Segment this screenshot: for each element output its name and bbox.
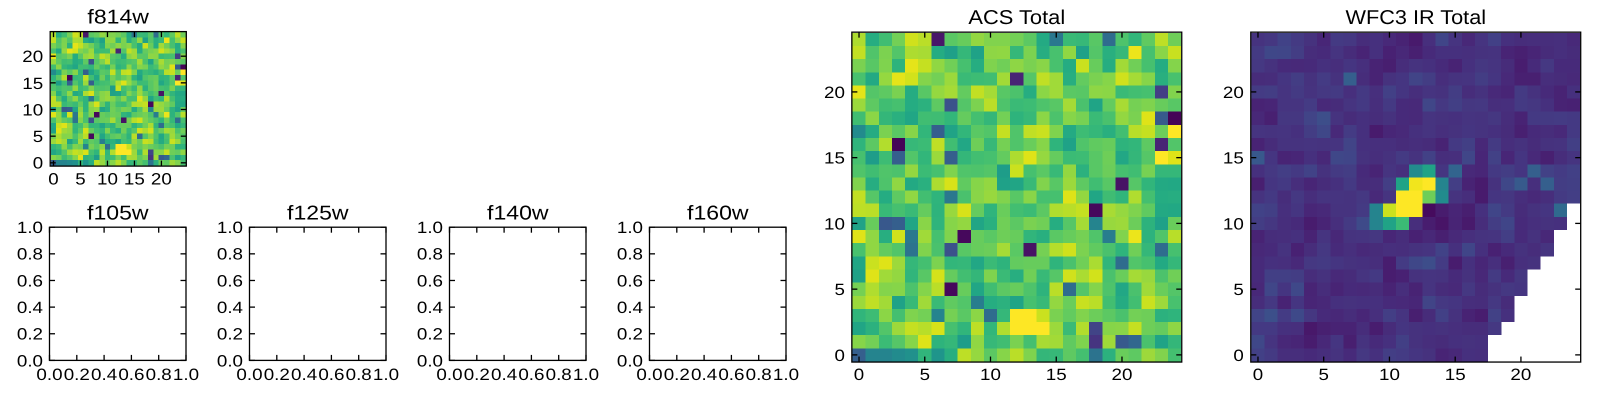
svg-text:20: 20: [824, 84, 845, 102]
svg-text:0.2: 0.2: [17, 326, 43, 344]
svg-text:5: 5: [1233, 281, 1243, 299]
svg-text:10: 10: [980, 366, 1001, 384]
svg-text:0.6: 0.6: [718, 366, 744, 384]
svg-text:1.0: 1.0: [773, 366, 799, 384]
svg-text:1.0: 1.0: [173, 366, 199, 384]
svg-text:0: 0: [1233, 347, 1243, 365]
svg-text:f140w: f140w: [487, 202, 549, 224]
svg-text:1.0: 1.0: [17, 219, 43, 237]
svg-text:0.6: 0.6: [617, 272, 643, 290]
svg-text:0.0: 0.0: [417, 352, 443, 370]
svg-text:0.0: 0.0: [636, 366, 662, 384]
svg-text:15: 15: [1046, 366, 1067, 384]
svg-text:0.0: 0.0: [17, 352, 43, 370]
svg-text:0: 0: [48, 170, 58, 188]
svg-text:1.0: 1.0: [217, 219, 243, 237]
svg-text:15: 15: [1445, 366, 1466, 384]
svg-text:15: 15: [124, 170, 145, 188]
svg-text:0.4: 0.4: [291, 366, 317, 384]
svg-text:0: 0: [854, 366, 864, 384]
svg-text:10: 10: [1379, 366, 1400, 384]
svg-text:5: 5: [920, 366, 930, 384]
svg-text:0.8: 0.8: [746, 366, 772, 384]
svg-text:0.8: 0.8: [617, 246, 643, 264]
svg-text:5: 5: [75, 170, 85, 188]
svg-text:0.6: 0.6: [217, 272, 243, 290]
svg-text:0: 0: [835, 347, 845, 365]
svg-text:0.0: 0.0: [36, 366, 62, 384]
svg-text:0.4: 0.4: [691, 366, 717, 384]
svg-text:0.4: 0.4: [491, 366, 517, 384]
svg-text:0.6: 0.6: [17, 272, 43, 290]
svg-text:5: 5: [33, 128, 43, 146]
svg-text:f160w: f160w: [687, 202, 749, 224]
svg-text:0.4: 0.4: [617, 299, 643, 317]
svg-text:10: 10: [97, 170, 118, 188]
svg-text:0.4: 0.4: [17, 299, 43, 317]
svg-text:0.4: 0.4: [91, 366, 117, 384]
svg-text:15: 15: [824, 150, 845, 168]
svg-text:20: 20: [22, 48, 43, 66]
svg-text:0.8: 0.8: [546, 366, 572, 384]
svg-text:ACS Total: ACS Total: [968, 7, 1065, 29]
svg-text:0.4: 0.4: [217, 299, 243, 317]
svg-text:f125w: f125w: [287, 202, 349, 224]
svg-text:0.8: 0.8: [17, 246, 43, 264]
svg-text:0.6: 0.6: [118, 366, 144, 384]
svg-text:0.2: 0.2: [664, 366, 690, 384]
svg-text:20: 20: [1112, 366, 1133, 384]
svg-text:0.8: 0.8: [417, 246, 443, 264]
svg-text:f105w: f105w: [87, 202, 149, 224]
svg-text:0.8: 0.8: [346, 366, 372, 384]
svg-text:0.0: 0.0: [617, 352, 643, 370]
svg-text:0.8: 0.8: [146, 366, 172, 384]
svg-text:0.4: 0.4: [417, 299, 443, 317]
svg-text:0.2: 0.2: [217, 326, 243, 344]
svg-text:20: 20: [151, 170, 172, 188]
svg-text:10: 10: [1223, 215, 1244, 233]
svg-text:0.2: 0.2: [464, 366, 490, 384]
svg-text:0.2: 0.2: [264, 366, 290, 384]
svg-text:0: 0: [33, 155, 43, 173]
svg-text:0.2: 0.2: [617, 326, 643, 344]
svg-text:WFC3 IR Total: WFC3 IR Total: [1346, 7, 1487, 29]
svg-text:1.0: 1.0: [417, 219, 443, 237]
svg-text:10: 10: [22, 101, 43, 119]
svg-text:0.2: 0.2: [64, 366, 90, 384]
svg-text:1.0: 1.0: [573, 366, 599, 384]
svg-text:20: 20: [1510, 366, 1531, 384]
svg-text:f814w: f814w: [87, 7, 149, 29]
svg-text:10: 10: [824, 215, 845, 233]
svg-text:5: 5: [835, 281, 845, 299]
svg-text:5: 5: [1319, 366, 1329, 384]
svg-text:0.6: 0.6: [417, 272, 443, 290]
svg-text:0.6: 0.6: [518, 366, 544, 384]
svg-text:1.0: 1.0: [373, 366, 399, 384]
svg-text:0.0: 0.0: [236, 366, 262, 384]
svg-text:15: 15: [1223, 150, 1244, 168]
svg-text:0: 0: [1253, 366, 1263, 384]
svg-text:15: 15: [22, 75, 43, 93]
svg-text:0.6: 0.6: [318, 366, 344, 384]
svg-text:0.2: 0.2: [417, 326, 443, 344]
svg-text:1.0: 1.0: [617, 219, 643, 237]
svg-text:0.0: 0.0: [217, 352, 243, 370]
svg-text:20: 20: [1223, 84, 1244, 102]
svg-text:0.0: 0.0: [436, 366, 462, 384]
svg-text:0.8: 0.8: [217, 246, 243, 264]
